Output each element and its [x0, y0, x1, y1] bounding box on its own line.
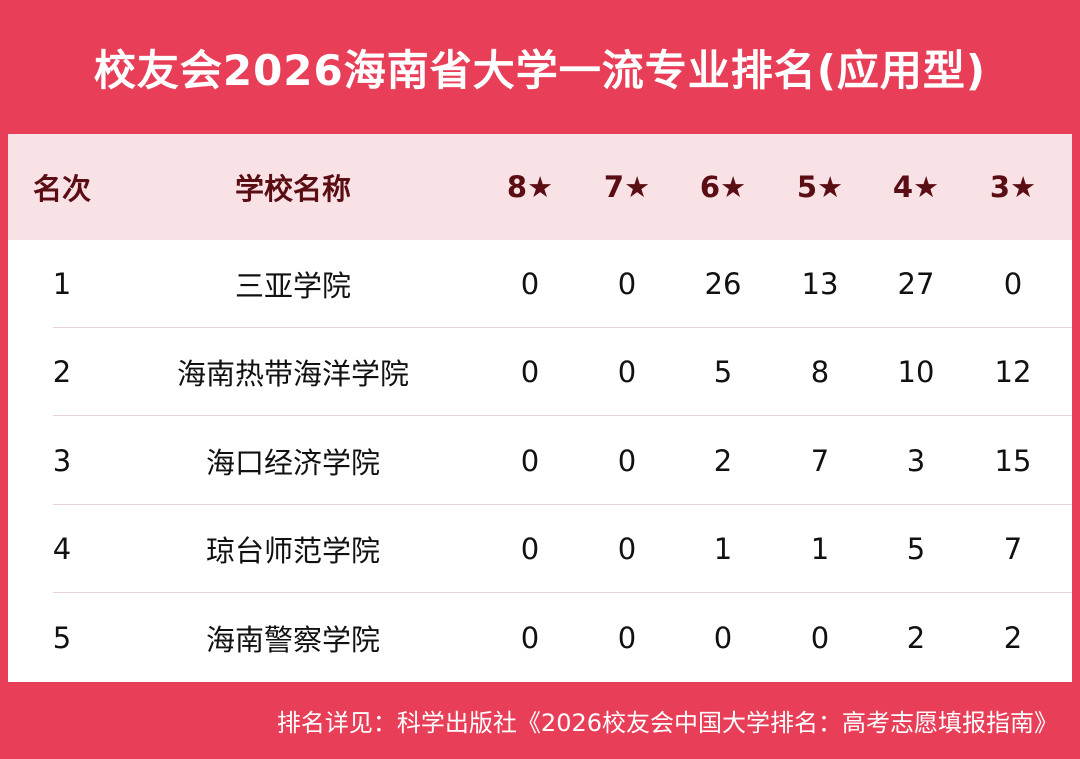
- table-row: 1 三亚学院 0 0 26 13 27 0: [8, 240, 1072, 328]
- header-8-star: 8★: [506, 170, 554, 204]
- cell-8-star-count: 0: [520, 532, 540, 567]
- cell-4-star-count: 5: [906, 532, 926, 567]
- cell-4-star-count: 27: [897, 267, 935, 301]
- cell-5-star-count: 7: [810, 443, 830, 478]
- cell-6-star-count: 5: [713, 355, 733, 390]
- table-row: 2 海南热带海洋学院 0 0 5 8 10 12: [8, 328, 1072, 417]
- cell-school-name: 海口经济学院: [205, 445, 380, 480]
- ranking-table: 名次 学校名称 8★ 7★ 6★ 5★ 4★ 3★ 1 三亚学院 0 0 26 13 27 0…: [8, 134, 1072, 682]
- table-row: 5 海南警察学院 0 0 0 0 2 2: [8, 594, 1072, 682]
- cell-5-star-count: 1: [810, 532, 830, 567]
- cell-3-star-count: 2: [1003, 620, 1023, 655]
- source-note: 排名详见：科学出版社《2026校友会中国大学排名：高考志愿填报指南》: [276, 708, 1058, 737]
- cell-7-star-count: 0: [617, 355, 637, 390]
- header-rank: 名次: [32, 172, 91, 206]
- cell-3-star-count: 7: [1003, 532, 1023, 567]
- cell-school-name: 三亚学院: [234, 269, 351, 303]
- cell-8-star-count: 0: [520, 267, 540, 301]
- table-row: 4 琼台师范学院 0 0 1 1 5 7: [8, 505, 1072, 594]
- header-7-star: 7★: [603, 170, 651, 204]
- cell-6-star-count: 0: [713, 620, 733, 655]
- cell-rank: 3: [52, 443, 72, 478]
- cell-8-star-count: 0: [520, 443, 540, 478]
- header-3-star: 3★: [989, 170, 1037, 204]
- cell-3-star-count: 0: [1003, 267, 1023, 301]
- cell-6-star-count: 26: [704, 267, 742, 301]
- cell-5-star-count: 8: [810, 355, 830, 390]
- cell-4-star-count: 3: [906, 443, 926, 478]
- row-divider: [53, 415, 1072, 417]
- cell-rank: 4: [52, 532, 72, 567]
- cell-3-star-count: 15: [994, 443, 1032, 478]
- cell-4-star-count: 2: [906, 620, 926, 655]
- table-header-row: 名次 学校名称 8★ 7★ 6★ 5★ 4★ 3★: [8, 134, 1072, 240]
- row-divider: [53, 503, 1072, 505]
- cell-school-name: 琼台师范学院: [205, 534, 380, 569]
- header-4-star: 4★: [892, 170, 940, 204]
- page-title: 校友会2026海南省大学一流专业排名(应用型): [93, 45, 987, 95]
- cell-rank: 2: [52, 355, 72, 390]
- cell-rank: 5: [52, 620, 72, 655]
- header-school-name: 学校名称: [234, 172, 351, 206]
- cell-8-star-count: 0: [520, 620, 540, 655]
- header-6-star: 6★: [699, 170, 747, 204]
- cell-6-star-count: 2: [713, 443, 733, 478]
- header-5-star: 5★: [796, 170, 844, 204]
- row-divider: [53, 327, 1072, 328]
- cell-8-star-count: 0: [520, 355, 540, 390]
- cell-7-star-count: 0: [617, 267, 637, 301]
- cell-school-name: 海南警察学院: [205, 622, 380, 657]
- cell-3-star-count: 12: [994, 355, 1032, 390]
- cell-7-star-count: 0: [617, 443, 637, 478]
- table-row: 3 海口经济学院 0 0 2 7 3 15: [8, 417, 1072, 505]
- cell-6-star-count: 1: [713, 532, 733, 567]
- cell-rank: 1: [52, 267, 72, 301]
- cell-4-star-count: 10: [897, 355, 935, 390]
- cell-school-name: 海南热带海洋学院: [176, 357, 409, 392]
- cell-7-star-count: 0: [617, 620, 637, 655]
- cell-5-star-count: 0: [810, 620, 830, 655]
- cell-7-star-count: 0: [617, 532, 637, 567]
- cell-5-star-count: 13: [801, 267, 839, 301]
- row-divider: [53, 592, 1072, 594]
